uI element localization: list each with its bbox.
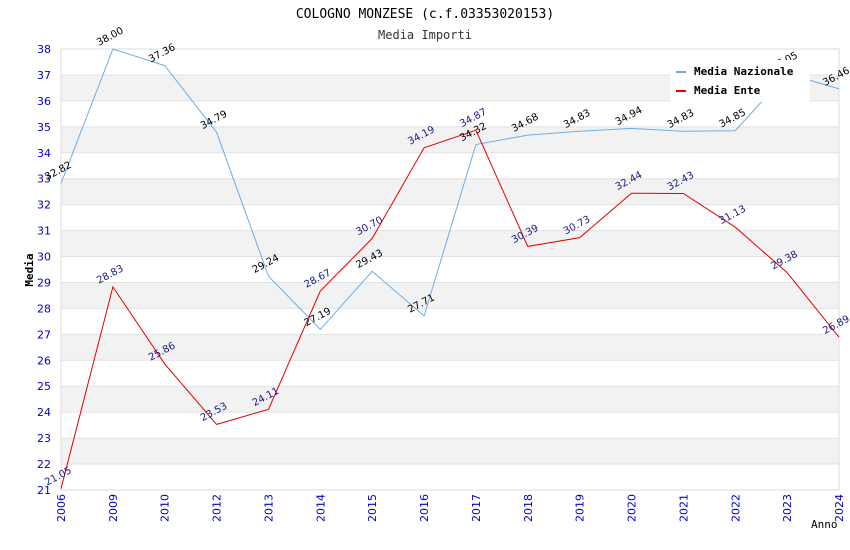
y-axis-label: Media (23, 253, 36, 286)
series-line-media-nazionale (60, 48, 840, 331)
x-tick-label: 2024 (833, 494, 846, 522)
y-tick-label: 31 (37, 225, 51, 238)
x-tick-label: 2016 (418, 494, 431, 522)
data-label: 27.19 (303, 306, 333, 329)
legend: Media Nazionale Media Ente (670, 60, 810, 102)
data-label: 37.36 (147, 42, 177, 65)
x-axis-label: Anno (811, 518, 838, 531)
grid-lines (61, 48, 839, 491)
x-tick-label: 2017 (470, 494, 483, 522)
y-tick-label: 21 (37, 484, 51, 497)
x-tick-label: 2021 (677, 494, 690, 522)
y-tick-label: 38 (37, 43, 51, 56)
plot-bands (61, 74, 839, 465)
series-lines (60, 48, 840, 489)
y-tick-label: 23 (37, 432, 51, 445)
legend-box (670, 60, 810, 102)
x-tick-label: 2014 (314, 494, 327, 522)
y-tick-label: 29 (37, 276, 51, 289)
y-tick-label: 30 (37, 251, 51, 264)
y-tick-label: 22 (37, 458, 51, 471)
x-tick-label: 2015 (366, 494, 379, 522)
chart-title: COLOGNO MONZESE (c.f.03353020153) (296, 7, 554, 22)
plot-band (61, 438, 839, 465)
x-tick-label: 2009 (107, 494, 120, 522)
y-tick-label: 24 (37, 406, 51, 419)
x-tick-label: 2013 (262, 494, 275, 522)
x-tick-label: 2022 (729, 494, 742, 522)
series-line-media-ente (60, 129, 840, 489)
plot-area (60, 48, 840, 491)
y-tick-label: 32 (37, 199, 51, 212)
x-tick-label: 2018 (522, 494, 535, 522)
plot-band (61, 386, 839, 413)
y-axis-ticks: 21 22 23 24 25 26 27 28 29 30 31 32 33 34 35 36 37 38 (37, 43, 51, 497)
x-tick-label: 2010 (159, 494, 172, 522)
x-tick-label: 2012 (211, 494, 224, 522)
y-tick-label: 27 (37, 328, 51, 341)
x-tick-label: 2006 (55, 494, 68, 522)
plot-band (61, 282, 839, 309)
data-labels: 32.8238.0037.3634.7929.2427.1929.4327.71… (43, 25, 850, 488)
x-tick-label: 2020 (626, 494, 639, 522)
plot-band (61, 230, 839, 257)
data-label: 34.94 (614, 105, 644, 128)
y-tick-label: 36 (37, 95, 51, 108)
y-tick-label: 37 (37, 69, 51, 82)
y-tick-label: 35 (37, 121, 51, 134)
x-tick-label: 2023 (781, 494, 794, 522)
y-tick-label: 25 (37, 380, 51, 393)
plot-band (61, 334, 839, 361)
y-tick-label: 28 (37, 302, 51, 315)
y-tick-label: 33 (37, 173, 51, 186)
x-axis-ticks: 2006 2009 2010 2012 2013 2014 2015 2016 2017 2018… (55, 494, 846, 522)
legend-label-media-ente: Media Ente (694, 84, 761, 97)
y-tick-label: 26 (37, 354, 51, 367)
data-label: 38.00 (95, 25, 125, 48)
data-label: 31.13 (718, 204, 748, 227)
plot-band (61, 178, 839, 205)
chart-subtitle: Media Importi (378, 28, 472, 42)
legend-label-media-nazionale: Media Nazionale (694, 65, 794, 78)
y-tick-label: 34 (37, 147, 51, 160)
x-tick-label: 2019 (574, 494, 587, 522)
